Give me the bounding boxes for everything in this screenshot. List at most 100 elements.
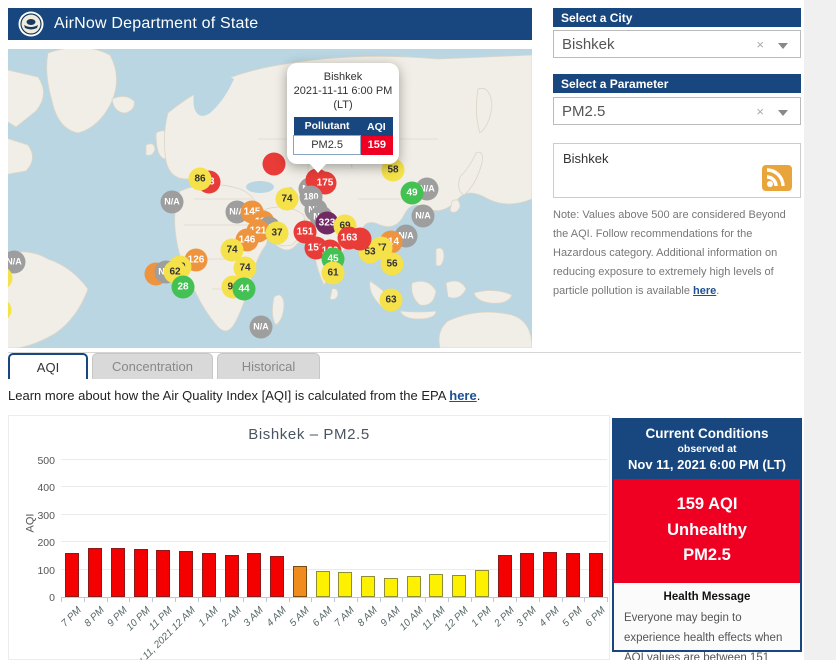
x-tick-label: 10 PM: [124, 605, 153, 634]
dept-of-state-seal-icon: [18, 11, 44, 37]
chart-bar[interactable]: [497, 555, 512, 597]
parameter-clear-icon[interactable]: ×: [756, 104, 764, 119]
current-conditions-header: Current Conditions observed at Nov 11, 2…: [614, 420, 800, 479]
chart-bar[interactable]: [88, 548, 103, 597]
aqi-marker[interactable]: 74: [220, 238, 244, 262]
x-tick: [129, 597, 131, 602]
chart-bar[interactable]: [247, 552, 262, 597]
aqi-marker[interactable]: 86: [188, 167, 212, 191]
cc-health-title: Health Message: [663, 590, 751, 603]
parameter-caret-down-icon[interactable]: [778, 110, 788, 116]
aqi-marker[interactable]: 37: [265, 221, 289, 245]
x-tick: [470, 597, 472, 602]
chart-bar[interactable]: [179, 551, 194, 597]
x-tick: [334, 597, 335, 602]
aqi-marker[interactable]: N/A: [411, 204, 435, 228]
tab-historical[interactable]: Historical: [217, 353, 320, 379]
aqi-marker[interactable]: 58: [381, 158, 405, 182]
note-here-link[interactable]: here: [693, 284, 717, 297]
aqi-marker[interactable]: N/A: [160, 190, 184, 214]
rss-icon[interactable]: [762, 165, 792, 191]
rss-feed-box: Bishkek: [553, 143, 801, 198]
city-select-value: Bishkek: [562, 36, 615, 53]
chart-bar[interactable]: [292, 566, 307, 597]
city-select[interactable]: Bishkek ×: [553, 30, 801, 58]
chart-bar[interactable]: [383, 577, 398, 597]
chart-bar[interactable]: [406, 576, 421, 597]
aqi-marker[interactable]: [8, 298, 12, 322]
aqi-marker[interactable]: 74: [275, 187, 299, 211]
popup-city: Bishkek: [323, 71, 363, 83]
x-tick: [152, 597, 153, 602]
aqi-marker[interactable]: 61: [321, 261, 345, 285]
chart-bar[interactable]: [338, 571, 353, 597]
chart-bar[interactable]: [224, 555, 239, 597]
x-tick: [561, 597, 563, 602]
learn-more-here-link[interactable]: here: [449, 388, 477, 403]
x-tick-label: 4 PM: [537, 605, 562, 630]
chart-bar[interactable]: [565, 553, 580, 597]
chart-bar[interactable]: [315, 570, 330, 597]
x-tick: [243, 597, 244, 602]
chart-bar[interactable]: [452, 574, 467, 597]
note-period: .: [716, 284, 720, 297]
aqi-marker[interactable]: 74: [233, 256, 257, 280]
aqi-marker[interactable]: [262, 152, 286, 176]
y-tick-label: 300: [37, 509, 55, 522]
aqi-marker[interactable]: N/A: [8, 250, 26, 274]
gridline: [61, 486, 607, 488]
popup-col-pollutant: Pollutant: [293, 117, 361, 136]
city-caret-down-icon[interactable]: [778, 43, 788, 49]
popup-tail-icon: [309, 163, 327, 174]
aqi-marker[interactable]: 44: [232, 277, 256, 301]
tab-concentration[interactable]: Concentration: [92, 353, 213, 379]
y-tick-label: 0: [49, 592, 55, 604]
x-tick: [538, 597, 540, 602]
aqi-marker[interactable]: 28: [171, 275, 195, 299]
app-title: AirNow Department of State: [54, 15, 259, 32]
x-tick-label: 7 AM: [333, 605, 358, 630]
chart-bar[interactable]: [361, 575, 376, 597]
chart-bar[interactable]: [588, 553, 603, 597]
chart-title: Bishkek – PM2.5: [248, 426, 370, 443]
cc-health-message: Health Message Everyone may begin to exp…: [614, 583, 800, 660]
sidebar-note: Note: Values above 500 are considered Be…: [553, 206, 803, 301]
aqi-world-map[interactable]: 8386N/AN/A145119N/A121371467412699N/A622…: [8, 49, 532, 348]
aqi-marker[interactable]: 63: [379, 288, 403, 312]
chart-bar[interactable]: [110, 548, 125, 597]
chart-bar[interactable]: [133, 549, 148, 597]
chart-bar[interactable]: [520, 553, 535, 597]
x-tick-label: 4 AM: [264, 605, 289, 630]
aqi-marker[interactable]: 323: [315, 211, 339, 235]
chart-bar[interactable]: [543, 552, 558, 597]
x-tick-label: 8 AM: [355, 605, 380, 630]
city-clear-icon[interactable]: ×: [756, 37, 764, 52]
x-tick: [516, 597, 517, 602]
chart-bar[interactable]: [474, 569, 489, 597]
aqi-marker[interactable]: 5: [8, 266, 13, 290]
tab-aqi[interactable]: AQI: [8, 353, 88, 379]
gridline: [61, 459, 607, 460]
chart-bar[interactable]: [201, 552, 216, 597]
aqi-marker[interactable]: 163: [337, 226, 361, 250]
aqi-marker[interactable]: 56: [380, 252, 404, 276]
x-tick-label: 2 AM: [219, 605, 244, 630]
aqi-marker[interactable]: N/A: [249, 315, 273, 339]
y-tick-label: 500: [37, 455, 55, 467]
parameter-select[interactable]: PM2.5 ×: [553, 97, 801, 125]
x-tick-label: 6 PM: [583, 605, 608, 630]
chart-bar[interactable]: [429, 573, 444, 597]
x-tick-label: 1 PM: [469, 605, 494, 630]
chart-bar[interactable]: [270, 555, 285, 597]
chart-bar[interactable]: [156, 549, 171, 597]
popup-col-aqi: AQI: [360, 117, 393, 136]
x-tick-label: 3 PM: [514, 605, 540, 630]
cc-observed-at: observed at: [677, 443, 737, 455]
x-tick: [607, 597, 608, 602]
aqi-marker[interactable]: 49: [400, 181, 424, 205]
x-tick: [402, 597, 404, 602]
map-popup[interactable]: Bishkek 2021-11-11 6:00 PM (LT) Pollutan…: [287, 63, 399, 174]
x-tick-label: 6 AM: [310, 605, 335, 630]
chart-bar[interactable]: [65, 553, 80, 597]
cc-datetime: Nov 11, 2021 6:00 PM (LT): [628, 457, 786, 472]
